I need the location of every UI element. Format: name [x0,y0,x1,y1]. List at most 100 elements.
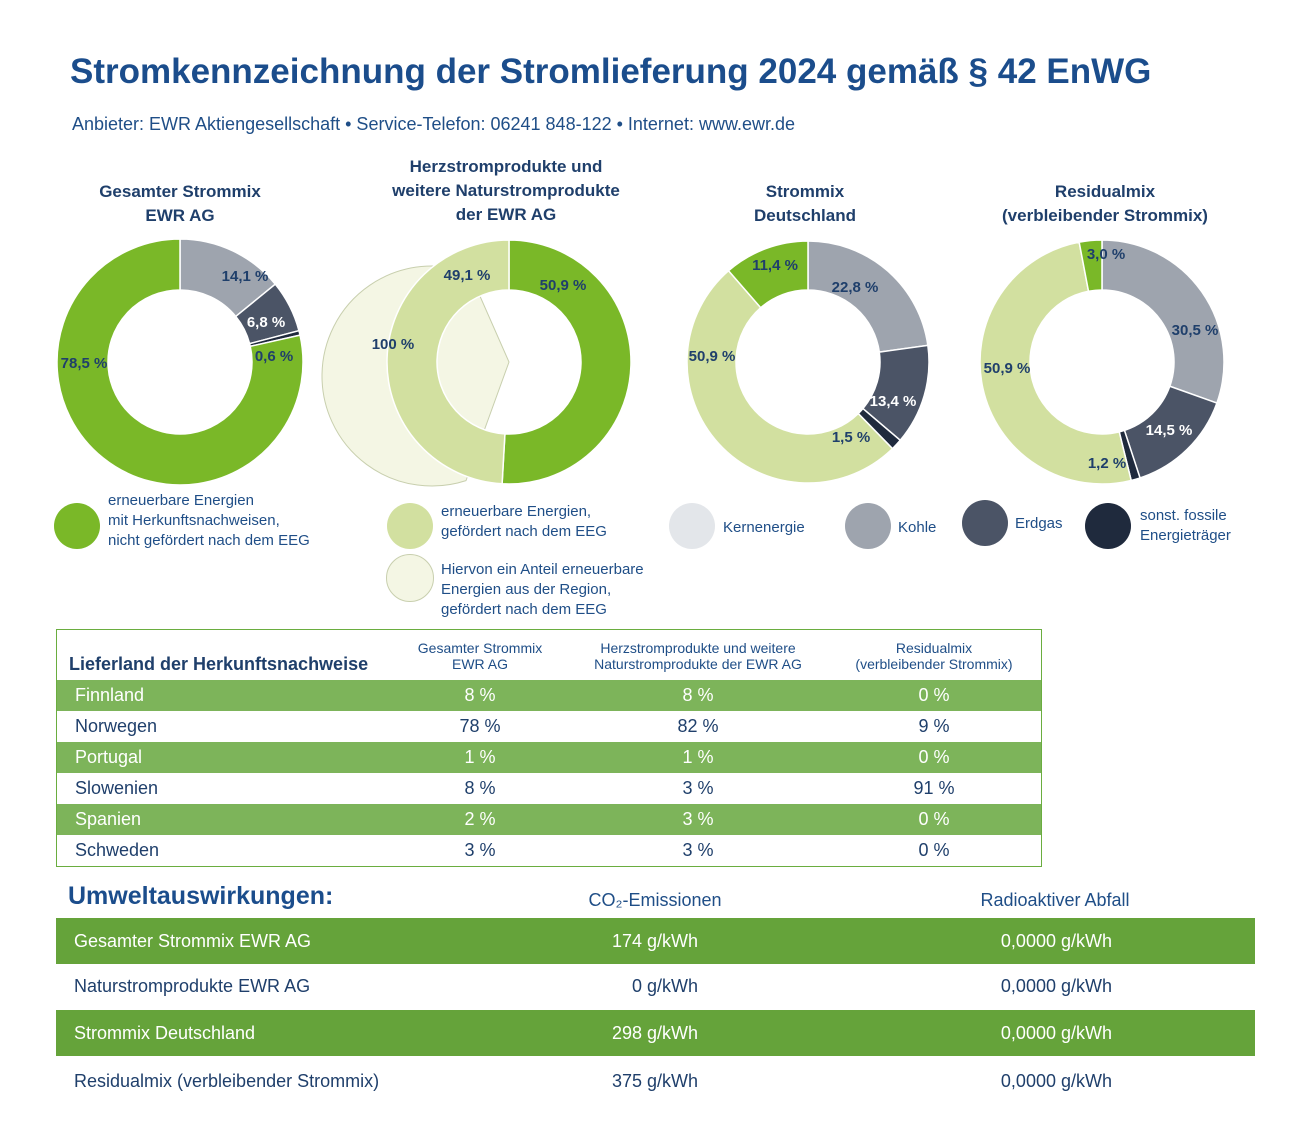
gesamt-cell: 8 % [464,778,496,798]
table-row: Finnland 8 % 8 % 0 % [56,680,1042,711]
residual-cell: 9 % [918,716,950,736]
env-co2: 174 g/kWh [611,931,698,951]
chart-title-natur: Herzstromprodukte und weitere Naturstromp… [392,157,620,224]
residual-cell: 0 % [918,840,950,860]
origin-header-natur: Herzstromprodukte und weitere Naturstrom… [594,640,802,672]
slice-label: 78,5 % [61,355,108,372]
env-waste: 0,0000 g/kWh [1000,1023,1112,1043]
slice-label: 50,9 % [540,277,587,294]
gesamt-cell: 1 % [391,742,569,773]
page-title: Stromkennzeichnung der Stromlieferung 20… [70,52,1152,91]
table-row: Norwegen 78 % 82 % 9 % [57,711,1042,742]
slice-label: 13,4 % [870,393,917,410]
slice-label: 1,2 % [1088,455,1126,472]
table-row: Schweden 3 % 3 % 0 % [57,835,1042,867]
table-row: Slowenien 8 % 3 % 91 % [57,773,1042,804]
natur-cell: 82 % [677,716,719,736]
table-row: Spanien 2 % 3 % 0 % [56,804,1042,835]
legend-swatch-kohle [845,503,891,549]
slice-label: 50,9 % [984,360,1031,377]
donut-charts: 14,1 % 6,8 % 0,6 % 78,5 % 50,9 % 49,1 % 100 % 2… [56,238,1225,487]
pie-slice [727,240,809,309]
natur-cell: 3 % [682,778,714,798]
slice-label: 14,1 % [222,268,269,285]
origin-header-gesamt: Gesamter Strommix EWR AG [417,640,543,672]
residual-cell: 0 % [827,804,1042,835]
origin-header-country: Lieferland der Herkunftsnachweise [69,654,369,674]
origin-header-residual: Residualmix (verbleibender Strommix) [855,640,1013,672]
env-co2: 298 g/kWh [611,1023,698,1043]
natur-cell: 3 % [569,804,827,835]
gesamt-cell: 3 % [464,840,496,860]
legend-kern: Kernenergie [723,519,805,536]
legend-region: Hiervon ein Anteil erneuerbare Energien a… [441,561,644,618]
slice-label: 0,6 % [255,348,293,365]
env-waste: 0,0000 g/kWh [1000,1071,1112,1091]
slice-label: 6,8 % [247,314,285,331]
waste-header: Radioaktiver Abfall [980,890,1130,910]
environment-row: Strommix Deutschland 298 g/kWh 0,0000 g/… [56,1010,1255,1056]
gesamt-cell: 2 % [391,804,569,835]
legend-swatch-ee [54,503,100,549]
pie-slice [1078,239,1103,293]
pie-slice [501,239,632,485]
slice-label: 30,5 % [1172,322,1219,339]
env-label: Gesamter Strommix EWR AG [74,931,312,951]
slice-label: 1,5 % [832,429,870,446]
chart-title-gesamt: Gesamter Strommix EWR AG [99,182,261,225]
legend-swatch-region [386,554,434,602]
chart-title-residual: Residualmix (verbleibender Strommix) [1002,182,1208,225]
residual-cell: 91 % [913,778,955,798]
environment-row: Gesamter Strommix EWR AG 174 g/kWh 0,000… [56,918,1255,964]
pie-slice [386,239,510,485]
gesamt-cell: 8 % [391,680,569,711]
residual-cell: 0 % [827,742,1042,773]
natur-cell: 3 % [682,840,714,860]
env-label: Residualmix (verbleibender Strommix) [74,1071,380,1091]
legend-swatch-kern [669,503,715,549]
natur-cell: 8 % [569,680,827,711]
slice-label: 50,9 % [689,348,736,365]
legend-eeg: erneuerbare Energien, gefördert nach dem … [441,503,607,540]
env-co2: 0 g/kWh [631,976,698,996]
slice-label: 14,5 % [1146,422,1193,439]
pie-slice [979,241,1133,485]
slice-label: 49,1 % [444,267,491,284]
legend-ee: erneuerbare Energien mit Herkunftsnachwei… [108,492,310,549]
env-co2: 375 g/kWh [611,1071,698,1091]
legend-erdgas: Erdgas [1015,515,1063,532]
slice-label: 22,8 % [832,279,879,296]
country-cell: Spanien [56,804,391,835]
legend-swatch-erdgas [962,500,1008,546]
env-label: Naturstromprodukte EWR AG [74,976,311,996]
chart-title-deutschland: Strommix Deutschland [753,182,857,225]
slice-label: 11,4 % [752,257,798,274]
country-cell: Norwegen [75,716,158,736]
origin-table: Lieferland der Herkunftsnachweise Gesamt… [56,629,1042,867]
legend-swatch-fossil [1085,503,1131,549]
provider-info: Anbieter: EWR Aktiengesellschaft • Servi… [72,114,795,134]
legend-swatch-eeg [387,503,433,549]
gesamt-cell: 78 % [459,716,501,736]
co2-header: CO₂-Emissionen [588,890,722,910]
env-waste: 0,0000 g/kWh [1000,976,1112,996]
environment-row: Naturstromprodukte EWR AG 0 g/kWh 0,0000… [56,963,1255,1009]
environment-title: Umweltauswirkungen: [68,882,334,910]
env-label: Strommix Deutschland [74,1023,256,1043]
pie-slice [1101,239,1225,405]
environment-row: Residualmix (verbleibender Strommix) 375… [56,1058,1255,1104]
pie-slice [56,238,304,486]
residual-cell: 0 % [827,680,1042,711]
country-cell: Finnland [56,680,391,711]
slice-label: 3,0 % [1087,246,1125,263]
country-cell: Schweden [75,840,160,860]
slice-label: 100 % [372,336,415,353]
country-cell: Portugal [56,742,391,773]
country-cell: Slowenien [75,778,159,798]
env-waste: 0,0000 g/kWh [1000,931,1112,951]
table-row: Portugal 1 % 1 % 0 % [56,742,1042,773]
legend-kohle: Kohle [898,519,937,536]
legend-fossil: sonst. fossile Energieträger [1140,507,1231,544]
pie-slice [686,269,894,484]
pie-slice [807,240,929,353]
